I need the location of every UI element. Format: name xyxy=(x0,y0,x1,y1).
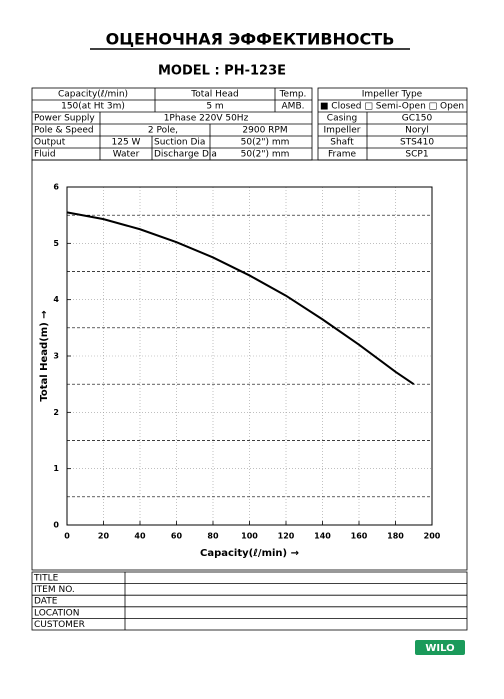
footer-label: ITEM NO. xyxy=(34,585,75,595)
cell-text: Power Supply xyxy=(34,114,95,124)
logo-box xyxy=(415,640,465,655)
y-tick-label: 3 xyxy=(53,352,59,361)
x-tick-label: 40 xyxy=(134,532,146,541)
x-tick-label: 20 xyxy=(98,532,110,541)
logo: WILO xyxy=(425,643,454,654)
y-tick-label: 2 xyxy=(53,408,59,417)
x-tick-label: 100 xyxy=(241,532,258,541)
plot-border xyxy=(66,186,433,526)
cell-text: Suction Dia xyxy=(154,138,205,148)
x-tick-label: 80 xyxy=(207,532,219,541)
x-tick-label: 0 xyxy=(64,532,70,541)
cell-text: 2900 RPM xyxy=(242,126,287,136)
cell-text: Impeller Type xyxy=(362,90,423,100)
cell-lines xyxy=(32,88,467,160)
y-tick-label: 6 xyxy=(53,183,59,192)
cell-text: 50(2") mm xyxy=(241,150,290,160)
footer-label: LOCATION xyxy=(34,608,80,618)
model: MODEL : PH-123E xyxy=(158,64,286,79)
cell xyxy=(31,571,468,631)
doc-title: ОЦЕНОЧНАЯ ЭФФЕКТИВНОСТЬ xyxy=(106,30,395,49)
cell-text: Fluid xyxy=(34,150,56,160)
y-tick-label: 4 xyxy=(53,295,59,304)
cell-text: ■ Closed □ Semi-Open □ Open xyxy=(320,102,464,112)
cell-text: Impeller xyxy=(324,126,361,136)
cell-text: 150(at Ht 3m) xyxy=(61,102,125,112)
cell-text: Discharge Dia xyxy=(154,150,217,160)
cell-text: Noryl xyxy=(405,126,429,136)
x-axis-label: Capacity(ℓ/min) → xyxy=(200,548,299,559)
cell-text: STS410 xyxy=(400,138,434,148)
cell-text: Casing xyxy=(327,114,357,124)
cell-text: Total Head xyxy=(190,90,238,100)
y-tick-label: 0 xyxy=(53,521,59,530)
x-tick-label: 180 xyxy=(387,532,404,541)
cell-text: SCP1 xyxy=(405,150,428,160)
x-tick-label: 160 xyxy=(351,532,368,541)
cell-text: 1Phase 220V 50Hz xyxy=(164,114,249,124)
footer-table: TITLE ITEM NO. DATE LOCATION CUSTOMER xyxy=(31,571,468,631)
cell-text: Temp. xyxy=(279,90,307,100)
footer-label: TITLE xyxy=(33,574,59,584)
cell-text: Pole & Speed xyxy=(34,126,94,136)
chart: 0 20 40 60 80 100 120 140 160 180 200 0 1 2 3 4 5 6 Capaci… xyxy=(39,183,441,560)
curve xyxy=(66,211,415,385)
cell-text: Capacity(ℓ/min) xyxy=(58,90,128,100)
cell-text: 50(2") mm xyxy=(241,138,290,148)
cell-text: 2 Pole, xyxy=(148,126,178,136)
cell-text: 5 m xyxy=(206,102,223,112)
chart-frame xyxy=(31,159,468,571)
cell-text: 125 W xyxy=(112,138,141,148)
y-axis-label: Total Head(m) → xyxy=(39,310,50,401)
cell-text: AMB. xyxy=(282,102,305,112)
cell-text: Shaft xyxy=(330,138,354,148)
y-tick-label: 1 xyxy=(53,464,59,473)
cell-text: Water xyxy=(113,150,140,160)
x-tick-label: 60 xyxy=(171,532,183,541)
cell-text: GC150 xyxy=(402,114,433,124)
x-tick-label: 200 xyxy=(424,532,441,541)
footer-label: DATE xyxy=(34,597,58,607)
x-tick-label: 140 xyxy=(314,532,331,541)
spec-table: Capacity(ℓ/min) 150(at Ht 3m) Total Head… xyxy=(31,87,468,161)
footer-label: CUSTOMER xyxy=(34,620,85,630)
cell-lines xyxy=(32,572,467,630)
cell-text: Frame xyxy=(328,150,357,160)
x-tick-label: 120 xyxy=(278,532,295,541)
y-tick-label: 5 xyxy=(53,239,59,248)
cell-text: Output xyxy=(34,138,66,148)
